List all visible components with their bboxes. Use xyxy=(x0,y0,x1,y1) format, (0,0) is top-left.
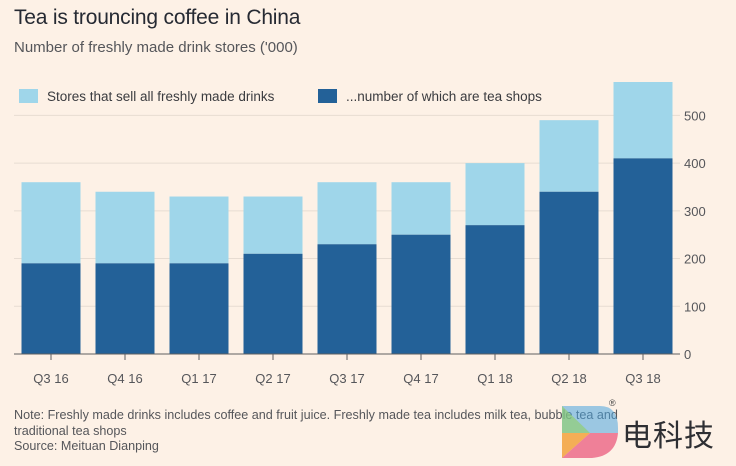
watermark-text: 电科技 xyxy=(622,419,715,454)
bar-tea-shops xyxy=(465,225,525,354)
note-line-2: traditional tea shops xyxy=(14,423,127,438)
bar-all-stores xyxy=(317,182,377,245)
chart-subtitle: Number of freshly made drink stores ('00… xyxy=(14,39,298,56)
bar-tea-shops xyxy=(539,191,599,354)
watermark-registered-mark: ® xyxy=(609,398,616,408)
y-tick-label: 400 xyxy=(684,156,706,171)
y-tick-label: 0 xyxy=(684,347,691,362)
legend-swatch-all-stores xyxy=(19,89,38,103)
bar-all-stores xyxy=(465,163,525,226)
x-tick-label: Q3 16 xyxy=(33,371,68,386)
legend-label-all-stores: Stores that sell all freshly made drinks xyxy=(47,89,275,104)
legend-swatch-tea-shops xyxy=(318,89,337,103)
y-tick-label: 100 xyxy=(684,299,706,314)
x-tick-label: Q3 18 xyxy=(625,371,660,386)
bar-tea-shops xyxy=(613,158,673,354)
bar-all-stores xyxy=(243,196,303,254)
stacked-bar-chart: 0 100 200 300 400 500 Q3 16 Q4 16 Q1 17 Q2 17 Q3 1… xyxy=(14,82,706,386)
watermark-logo: ® 电科技 xyxy=(560,398,736,461)
y-tick-label: 200 xyxy=(684,252,706,267)
bar-all-stores xyxy=(21,182,81,264)
x-tick-label: Q1 18 xyxy=(477,371,512,386)
bar-all-stores xyxy=(613,82,673,159)
y-tick-label: 300 xyxy=(684,204,706,219)
bar-tea-shops xyxy=(169,263,229,354)
bar-tea-shops xyxy=(391,234,451,354)
x-tick-label: Q2 17 xyxy=(255,371,290,386)
note-line-1: Note: Freshly made drinks includes coffe… xyxy=(14,408,618,422)
legend: Stores that sell all freshly made drinks… xyxy=(19,89,542,104)
legend-label-tea-shops: ...number of which are tea shops xyxy=(346,89,542,104)
x-tick-label: Q2 18 xyxy=(551,371,586,386)
x-tick-label: Q1 17 xyxy=(181,371,216,386)
chart-notes: Note: Freshly made drinks includes coffe… xyxy=(14,408,714,455)
axes: 0 100 200 300 400 500 Q3 16 Q4 16 Q1 17 Q2 17 Q3 1… xyxy=(14,108,706,386)
bars xyxy=(21,82,673,354)
bar-all-stores xyxy=(95,191,155,264)
bar-tea-shops xyxy=(21,263,81,354)
x-tick-label: Q4 16 xyxy=(107,371,142,386)
chart-title: Tea is trouncing coffee in China xyxy=(14,6,301,29)
x-tick-label: Q4 17 xyxy=(403,371,438,386)
bar-all-stores xyxy=(539,120,599,192)
bar-tea-shops xyxy=(317,244,377,354)
x-tick-label: Q3 17 xyxy=(329,371,364,386)
bar-all-stores xyxy=(169,196,229,264)
bar-tea-shops xyxy=(95,263,155,354)
bar-tea-shops xyxy=(243,253,303,354)
y-tick-label: 500 xyxy=(684,108,706,123)
source-line: Source: Meituan Dianping xyxy=(14,439,159,453)
bar-all-stores xyxy=(391,182,451,235)
watermark-logo-icon xyxy=(562,406,618,458)
